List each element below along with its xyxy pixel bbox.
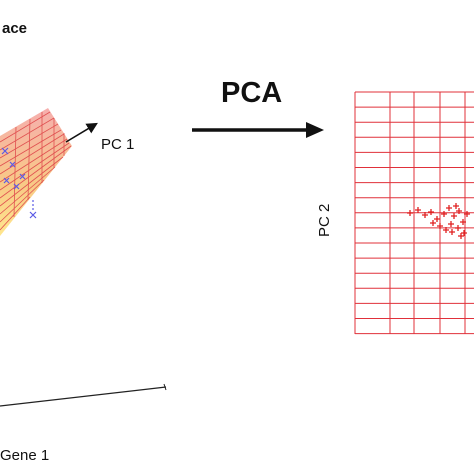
pc-point xyxy=(451,213,457,219)
pc-space-panel: PC 2 xyxy=(316,91,474,335)
gene1-axis xyxy=(0,386,167,407)
pc-point xyxy=(460,219,466,225)
pc-point xyxy=(415,207,421,213)
pc-point xyxy=(449,229,455,235)
data-points-3d xyxy=(1,147,37,219)
pc-point xyxy=(456,208,462,214)
panel-title-fragment: ace xyxy=(2,20,27,37)
pc-point xyxy=(430,220,436,226)
pc-point xyxy=(443,227,449,233)
pc-grid xyxy=(354,91,474,335)
principal-plane xyxy=(0,108,72,236)
pc-point xyxy=(453,203,459,209)
pc-point xyxy=(428,209,434,215)
pc-point xyxy=(441,211,447,217)
pc-point xyxy=(448,221,454,227)
pc-point xyxy=(461,230,467,236)
pca-arrow-head xyxy=(306,122,324,138)
pc1-label: PC 1 xyxy=(101,136,134,153)
pc-point xyxy=(464,211,470,217)
pc1-arrow xyxy=(65,122,98,143)
gene-space-panel: ace xyxy=(0,20,167,464)
plane-grid xyxy=(0,111,72,231)
pc-point xyxy=(455,225,461,231)
gene1-label: Gene 1 xyxy=(0,447,49,464)
pc-point xyxy=(434,216,440,222)
pc-point xyxy=(422,212,428,218)
pc2-axis-label: PC 2 xyxy=(316,204,333,237)
pc-point xyxy=(437,223,443,229)
pc-point xyxy=(446,205,452,211)
pca-label: PCA xyxy=(221,77,282,109)
pc-point xyxy=(458,233,464,239)
pc-data-points xyxy=(407,203,470,239)
pca-transform: PCA xyxy=(192,77,324,138)
pc-point xyxy=(407,210,413,216)
